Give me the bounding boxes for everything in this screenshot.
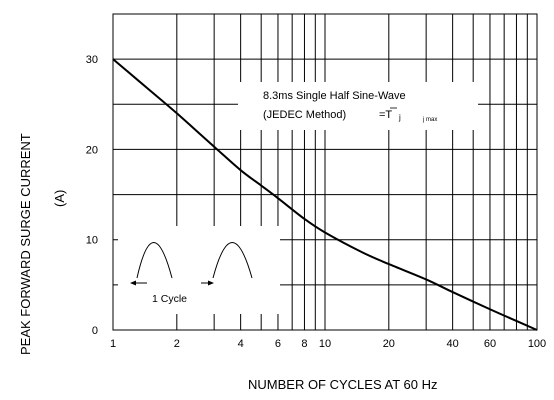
x-tick-label: 60 xyxy=(484,338,496,350)
cycle-label: 1 Cycle xyxy=(152,293,187,305)
x-tick-label: 10 xyxy=(319,338,331,350)
x-tick-label: 4 xyxy=(238,338,244,350)
arrowhead-right xyxy=(208,280,214,286)
annotation-line2-eq: =T xyxy=(379,109,392,121)
x-axis-label: NUMBER OF CYCLES AT 60 Hz xyxy=(248,377,438,392)
x-tick-label: 6 xyxy=(275,338,281,350)
x-tick-label: 20 xyxy=(383,338,395,350)
tick-labels: 1 2 4 6 8 10 20 40 60 100 0 10 20 30 xyxy=(86,54,546,350)
half-sine-wave-1 xyxy=(136,242,173,279)
half-sine-wave-2 xyxy=(212,242,253,279)
half-sine-inset: 1 Cycle xyxy=(130,242,253,305)
arrowhead-left xyxy=(130,280,136,286)
y-tick-label: 0 xyxy=(92,325,98,337)
plot-frame xyxy=(112,13,538,331)
x-tick-label: 2 xyxy=(174,338,180,350)
x-tick-label: 100 xyxy=(528,338,546,350)
y-axis-label-line2: (A) xyxy=(52,190,67,207)
x-tick-label: 8 xyxy=(301,338,307,350)
x-tick-label: 40 xyxy=(447,338,459,350)
surge-current-line xyxy=(112,58,538,331)
x-tick-label: 1 xyxy=(110,338,116,350)
annotation-sub-j: j xyxy=(398,113,401,122)
y-axis-label-line1: PEAK FORWARD SURGE CURRENT xyxy=(18,133,33,355)
annotation-box xyxy=(118,82,478,314)
annotation-sub-jmax: j max xyxy=(422,117,437,123)
y-tick-label: 20 xyxy=(86,144,98,156)
annotation-line2-prefix: (JEDEC Method) xyxy=(263,109,346,121)
annotation-line1: 8.3ms Single Half Sine-Wave xyxy=(263,90,406,102)
y-tick-label: 30 xyxy=(86,54,98,66)
y-tick-label: 10 xyxy=(86,235,98,247)
